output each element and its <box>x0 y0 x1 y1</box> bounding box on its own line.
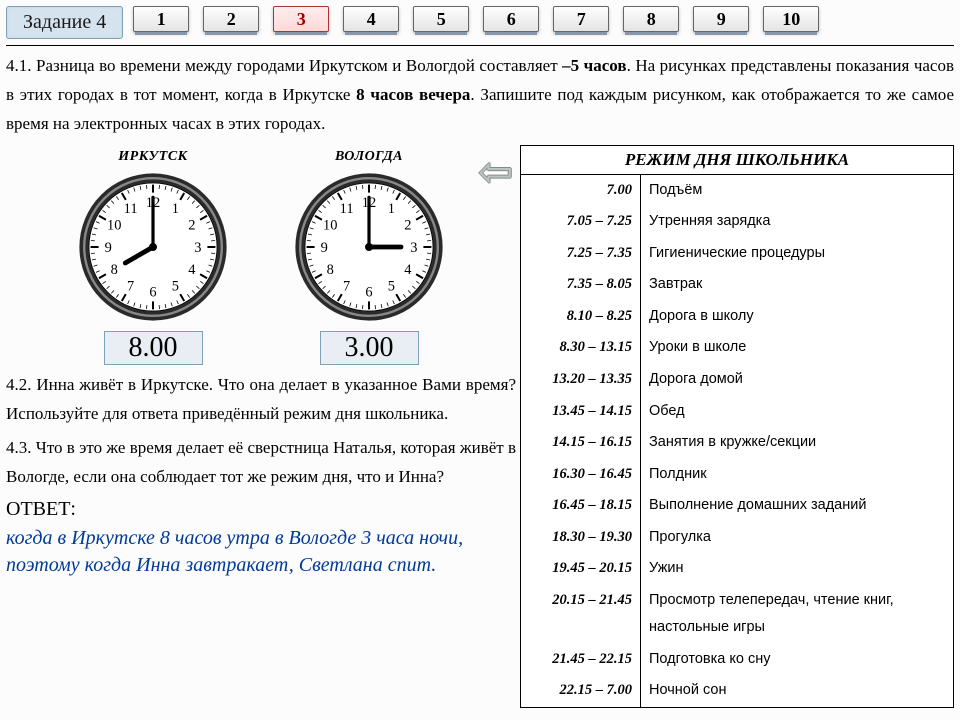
city-label-2: ВОЛОГДА <box>279 149 459 165</box>
table-row: 20.15 – 21.45Просмотр телепередач, чтени… <box>521 585 954 644</box>
table-row: 16.30 – 16.45Полдник <box>521 459 954 491</box>
tab-8[interactable]: 8 <box>623 6 679 32</box>
table-row: 13.45 – 14.15Обед <box>521 396 954 428</box>
table-row: 8.30 – 13.15Уроки в школе <box>521 332 954 364</box>
svg-text:4: 4 <box>404 262 411 278</box>
table-row: 7.05 – 7.25Утренняя зарядка <box>521 206 954 238</box>
clock-irkutsk: ИРКУТСК 123456789101112 8.00 <box>63 149 243 365</box>
svg-text:1: 1 <box>172 201 179 217</box>
svg-text:6: 6 <box>149 284 156 300</box>
divider <box>6 45 954 46</box>
table-row: 21.45 – 22.15Подготовка ко сну <box>521 644 954 676</box>
clock-face-1: 123456789101112 <box>63 167 243 327</box>
tab-10[interactable]: 10 <box>763 6 819 32</box>
svg-text:9: 9 <box>105 239 112 255</box>
time-label-1: 8.00 <box>104 331 203 365</box>
table-row: 13.20 – 13.35Дорога домой <box>521 364 954 396</box>
answer-label: ОТВЕТ: <box>6 498 516 521</box>
svg-text:2: 2 <box>188 217 195 233</box>
answer-text: когда в Иркутске 8 часов утра в Вологде … <box>6 525 516 579</box>
schedule-table: РЕЖИМ ДНЯ ШКОЛЬНИКА 7.00Подъём7.05 – 7.2… <box>520 145 954 708</box>
schedule-title: РЕЖИМ ДНЯ ШКОЛЬНИКА <box>521 145 954 174</box>
table-row: 14.15 – 16.15Занятия в кружке/секции <box>521 427 954 459</box>
svg-text:5: 5 <box>172 278 179 294</box>
tab-4[interactable]: 4 <box>343 6 399 32</box>
svg-text:11: 11 <box>340 201 354 217</box>
svg-text:7: 7 <box>127 278 134 294</box>
tab-6[interactable]: 6 <box>483 6 539 32</box>
tab-9[interactable]: 9 <box>693 6 749 32</box>
paragraph-4-2: 4.2. Инна живёт в Иркутске. Что она дела… <box>6 371 516 429</box>
tab-5[interactable]: 5 <box>413 6 469 32</box>
city-label-1: ИРКУТСК <box>63 149 243 165</box>
svg-text:2: 2 <box>404 217 411 233</box>
time-label-2: 3.00 <box>320 331 419 365</box>
svg-text:7: 7 <box>343 278 350 294</box>
table-row: 8.10 – 8.25Дорога в школу <box>521 301 954 333</box>
svg-text:3: 3 <box>410 239 417 255</box>
svg-text:5: 5 <box>388 278 395 294</box>
table-row: 7.25 – 7.35Гигиенические процедуры <box>521 238 954 270</box>
svg-text:8: 8 <box>111 262 118 278</box>
task-title: Задание 4 <box>6 6 123 39</box>
clock-vologda: ВОЛОГДА 123456789101112 3.00 <box>279 149 459 365</box>
table-row: 16.45 – 18.15Выполнение домашних заданий <box>521 490 954 522</box>
table-row: 7.35 – 8.05Завтрак <box>521 269 954 301</box>
tab-2[interactable]: 2 <box>203 6 259 32</box>
svg-text:10: 10 <box>323 217 337 233</box>
svg-text:6: 6 <box>365 284 372 300</box>
table-row: 22.15 – 7.00Ночной сон <box>521 675 954 707</box>
svg-text:11: 11 <box>124 201 138 217</box>
table-row: 7.00Подъём <box>521 174 954 206</box>
tab-bar: 123456789 10 <box>133 6 819 32</box>
table-row: 19.45 – 20.15Ужин <box>521 553 954 585</box>
paragraph-4-3: 4.3. Что в это же время делает её сверст… <box>6 434 516 492</box>
tab-1[interactable]: 1 <box>133 6 189 32</box>
clock-face-2: 123456789101112 <box>279 167 459 327</box>
paragraph-4-1: 4.1. Разница во времени между городами И… <box>6 52 954 139</box>
svg-text:1: 1 <box>388 201 395 217</box>
tab-3[interactable]: 3 <box>273 6 329 32</box>
table-row: 18.30 – 19.30Прогулка <box>521 522 954 554</box>
tab-7[interactable]: 7 <box>553 6 609 32</box>
svg-text:3: 3 <box>194 239 201 255</box>
svg-text:10: 10 <box>107 217 121 233</box>
svg-text:8: 8 <box>327 262 334 278</box>
svg-text:9: 9 <box>321 239 328 255</box>
svg-text:4: 4 <box>188 262 195 278</box>
